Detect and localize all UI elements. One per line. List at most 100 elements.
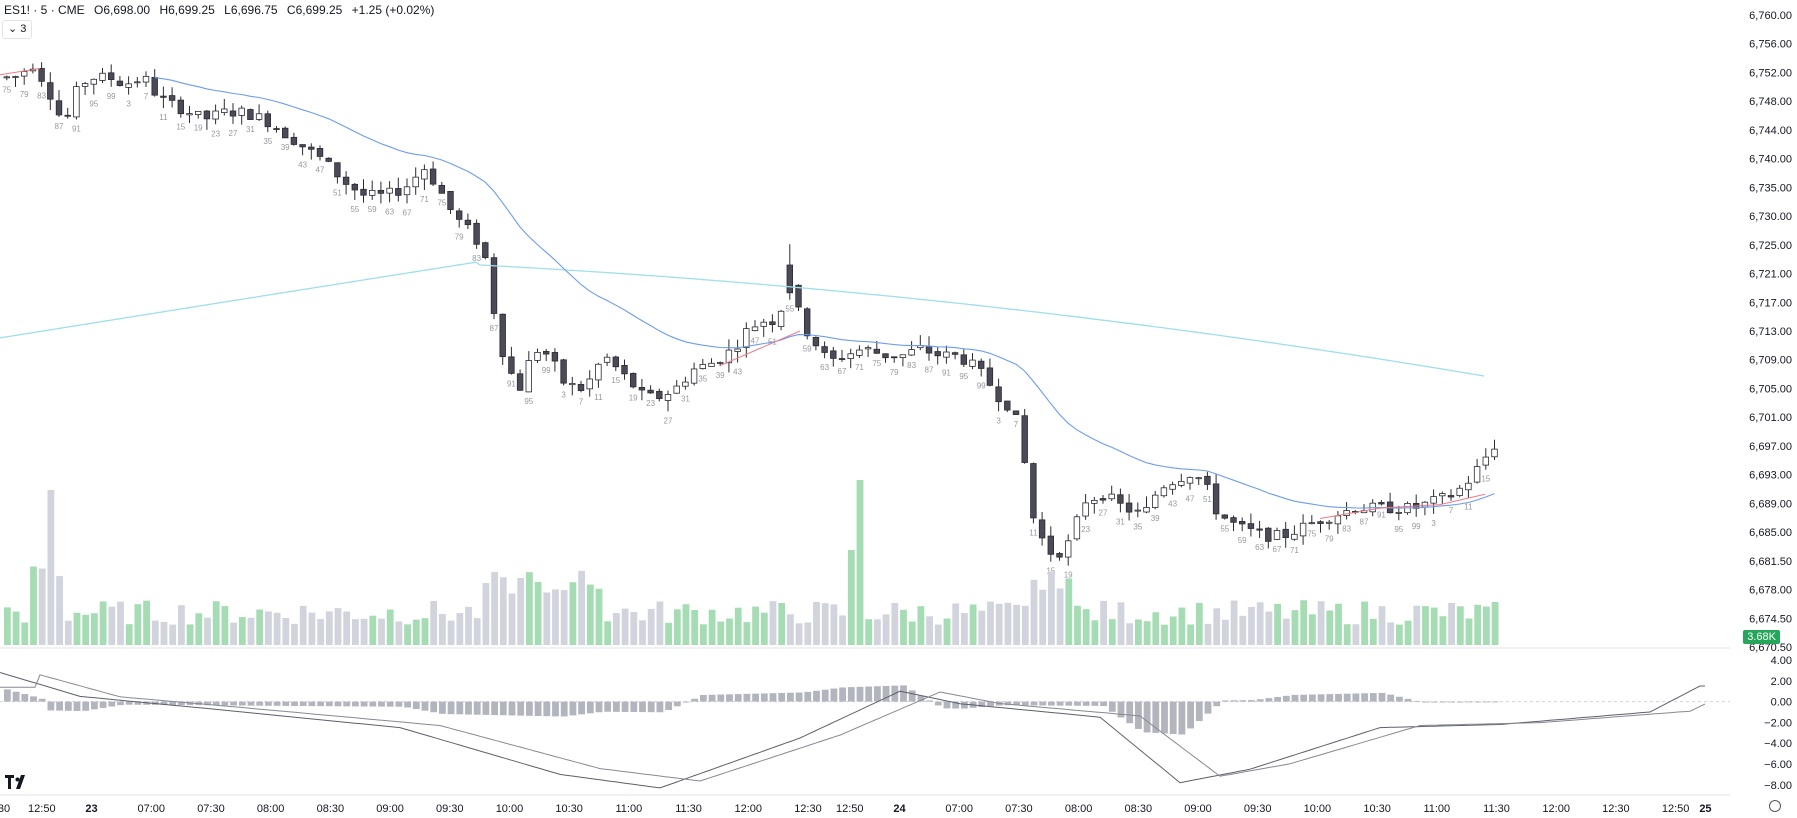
volume-bar [256, 609, 264, 645]
candle [1247, 523, 1255, 529]
candle [882, 353, 889, 359]
time-axis-label: 09:30 [1244, 803, 1272, 815]
volume-bar [1100, 600, 1107, 645]
volume-bar [421, 618, 429, 645]
candle [673, 385, 680, 394]
volume-bar [291, 623, 298, 645]
macd-histogram-bar [1256, 699, 1264, 702]
macd-histogram-bar [578, 701, 585, 715]
time-axis-label: 10:30 [555, 803, 583, 815]
candle [186, 113, 193, 116]
symbol-label[interactable]: ES1! · 5 · CME [4, 3, 85, 17]
macd-axis-label: 0.00 [1771, 697, 1792, 709]
macd-histogram-bar [1187, 701, 1194, 729]
macd-histogram-bar [491, 701, 498, 716]
macd-histogram-bar [1248, 700, 1255, 702]
bar-count-label: 79 [1325, 535, 1334, 544]
indicators-toggle-button[interactable]: ⌄ 3 [2, 20, 33, 39]
price-axis-label: 6,760.00 [1749, 10, 1792, 22]
open-label: O [94, 3, 104, 17]
high-label: H [159, 3, 169, 17]
low-value: 6,696.75 [230, 3, 278, 17]
volume-bar [882, 614, 890, 645]
macd-histogram-bar [117, 701, 124, 706]
candle [1099, 498, 1107, 501]
bar-count-label: 75 [437, 199, 446, 208]
volume-bar [378, 618, 385, 645]
candle [464, 219, 472, 226]
price-axis-label: 6,744.00 [1749, 125, 1792, 137]
candle [786, 264, 793, 294]
tradingview-logo[interactable] [5, 775, 29, 789]
macd-histogram-bar [1465, 701, 1473, 703]
bar-count-label: 7 [579, 397, 584, 406]
macd-histogram-bar [743, 693, 751, 702]
macd-histogram-bar [99, 701, 107, 708]
bar-count-label: 51 [1203, 495, 1212, 504]
macd-histogram-bar [317, 701, 324, 707]
candle [1212, 483, 1220, 515]
volume-bar [1317, 601, 1325, 645]
bar-count-label: 15 [1046, 567, 1055, 576]
macd-axis-label: −4.00 [1764, 738, 1792, 750]
macd-histogram-bar [1335, 693, 1342, 702]
volume-bar [1404, 620, 1412, 645]
candle [1430, 496, 1437, 504]
volume-bar [1013, 604, 1020, 645]
candle [1395, 511, 1402, 514]
volume-bar [995, 603, 1003, 645]
volume-bar [1456, 606, 1464, 645]
volume-bar [569, 582, 577, 645]
volume-bar [1448, 602, 1455, 645]
bar-count-label: 87 [490, 324, 499, 333]
macd-axis-label: −2.00 [1764, 717, 1792, 729]
candle [3, 76, 10, 79]
gear-icon[interactable] [1769, 800, 1781, 812]
volume-bar [325, 611, 333, 645]
candle [1004, 400, 1011, 411]
volume-bar [360, 618, 368, 645]
macd-histogram-bar [1404, 698, 1412, 702]
macd-histogram-bar [12, 691, 20, 702]
price-axis-label: 6,693.00 [1749, 470, 1792, 482]
macd-histogram-bar [1074, 701, 1081, 706]
time-axis-label: 25 [1699, 803, 1711, 815]
candle [1056, 553, 1063, 558]
volume-bar [160, 621, 168, 645]
bar-count-label: 31 [681, 395, 690, 404]
candle [864, 347, 872, 350]
candle [55, 100, 63, 116]
ema-short-line [0, 67, 41, 76]
ohlc-legend: ES1! · 5 · CME O6,698.00 H6,699.25 L6,69… [4, 3, 434, 17]
macd-histogram-bar [647, 701, 655, 713]
bar-count-label: 39 [281, 143, 290, 152]
macd-histogram-bar [247, 701, 255, 706]
candle [725, 349, 733, 364]
change-value: +1.25 (+0.02%) [351, 3, 435, 17]
volume-bar [21, 622, 29, 645]
macd-histogram-bar [882, 685, 890, 702]
candle [1465, 482, 1472, 491]
macd-histogram-bar [169, 701, 177, 705]
time-axis-label: 09:00 [1184, 803, 1212, 815]
macd-line [0, 672, 1705, 789]
macd-histogram-bar [1448, 701, 1455, 703]
bar-count-label: 43 [298, 160, 307, 169]
macd-histogram-bar [1343, 693, 1351, 702]
candle [273, 128, 280, 130]
macd-histogram-bar [752, 693, 759, 702]
volume-bar [734, 607, 742, 645]
candle [281, 127, 289, 139]
volume-bar [813, 601, 820, 645]
volume-bar [230, 622, 237, 645]
candle [360, 188, 367, 196]
bar-count-label: 91 [72, 125, 81, 134]
macd-histogram-bar [482, 701, 490, 715]
volume-bar [665, 622, 672, 645]
price-axis-label: 6,735.00 [1749, 182, 1792, 194]
volume-bar [1491, 602, 1499, 645]
time-axis-label: 12:00 [1542, 803, 1570, 815]
bar-count-label: 99 [1412, 522, 1421, 531]
volume-bar [552, 589, 559, 645]
